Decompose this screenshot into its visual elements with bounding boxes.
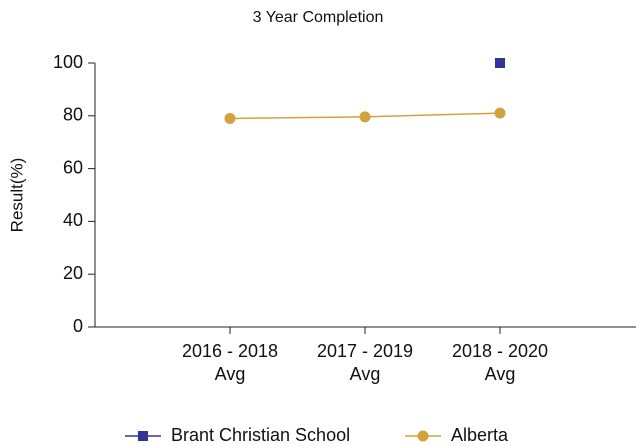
point xyxy=(359,111,371,123)
chart-title: 3 Year Completion xyxy=(253,9,384,26)
legend-label: Brant Christian School xyxy=(171,425,350,445)
point xyxy=(495,58,505,68)
x-tick-label: 2017 - 2019 Avg xyxy=(316,341,414,384)
y-tick-label: 20 xyxy=(63,263,83,283)
x-tick-label: 2018 - 2020 Avg xyxy=(451,341,549,384)
point xyxy=(224,112,236,124)
y-axis-label: Result(%) xyxy=(7,158,26,233)
x-tick-label: 2016 - 2018 Avg xyxy=(181,341,279,384)
y-tick-label: 100 xyxy=(53,52,83,72)
y-tick-label: 40 xyxy=(63,210,83,230)
legend-marker xyxy=(417,430,429,442)
point xyxy=(494,107,506,119)
legend-label: Alberta xyxy=(451,425,509,445)
y-tick-label: 0 xyxy=(73,316,83,336)
y-tick-label: 80 xyxy=(63,105,83,125)
legend-marker xyxy=(138,431,148,441)
y-tick-label: 60 xyxy=(63,157,83,177)
